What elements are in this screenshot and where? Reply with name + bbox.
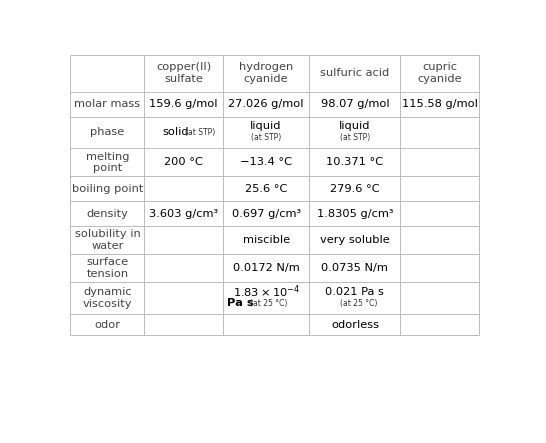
Text: molar mass: molar mass <box>74 99 140 109</box>
Text: surface
tension: surface tension <box>86 257 128 279</box>
Text: (at 25 °C): (at 25 °C) <box>250 299 288 307</box>
Text: solid: solid <box>163 128 189 137</box>
Text: 279.6 °C: 279.6 °C <box>330 184 380 194</box>
Text: 0.021 Pa s: 0.021 Pa s <box>325 287 384 297</box>
Text: 200 °C: 200 °C <box>164 157 203 167</box>
Text: 0.0172 N/m: 0.0172 N/m <box>233 263 299 273</box>
Text: very soluble: very soluble <box>320 235 390 245</box>
Text: 0.0735 N/m: 0.0735 N/m <box>322 263 388 273</box>
Text: 0.697 g/cm³: 0.697 g/cm³ <box>232 209 301 219</box>
Text: miscible: miscible <box>242 235 289 245</box>
Text: phase: phase <box>90 128 124 137</box>
Text: solubility in
water: solubility in water <box>74 229 140 251</box>
Text: odorless: odorless <box>331 319 379 330</box>
Text: 3.603 g/cm³: 3.603 g/cm³ <box>149 209 218 219</box>
Text: hydrogen
cyanide: hydrogen cyanide <box>239 62 293 84</box>
Text: −13.4 °C: −13.4 °C <box>240 157 292 167</box>
Text: 159.6 g/mol: 159.6 g/mol <box>149 99 218 109</box>
Text: (at STP): (at STP) <box>340 133 370 142</box>
Text: (at STP): (at STP) <box>185 128 215 137</box>
Text: boiling point: boiling point <box>72 184 143 194</box>
Text: (at 25 °C): (at 25 °C) <box>341 299 378 307</box>
Text: 98.07 g/mol: 98.07 g/mol <box>321 99 389 109</box>
Text: (at STP): (at STP) <box>251 133 281 142</box>
Text: cupric
cyanide: cupric cyanide <box>417 62 462 84</box>
Text: sulfuric acid: sulfuric acid <box>321 68 389 78</box>
Text: Pa s: Pa s <box>227 298 253 308</box>
Text: 1.8305 g/cm³: 1.8305 g/cm³ <box>317 209 393 219</box>
Text: liquid: liquid <box>339 121 371 131</box>
Text: 115.58 g/mol: 115.58 g/mol <box>402 99 478 109</box>
Text: 27.026 g/mol: 27.026 g/mol <box>228 99 304 109</box>
Text: melting
point: melting point <box>86 152 129 173</box>
Text: odor: odor <box>94 319 120 330</box>
Text: density: density <box>86 209 128 219</box>
Text: $1.83\times10^{-4}$: $1.83\times10^{-4}$ <box>233 284 300 300</box>
Text: 25.6 °C: 25.6 °C <box>245 184 287 194</box>
Text: copper(II)
sulfate: copper(II) sulfate <box>156 62 211 84</box>
Text: liquid: liquid <box>250 121 282 131</box>
Text: dynamic
viscosity: dynamic viscosity <box>82 287 132 309</box>
Text: 10.371 °C: 10.371 °C <box>327 157 383 167</box>
